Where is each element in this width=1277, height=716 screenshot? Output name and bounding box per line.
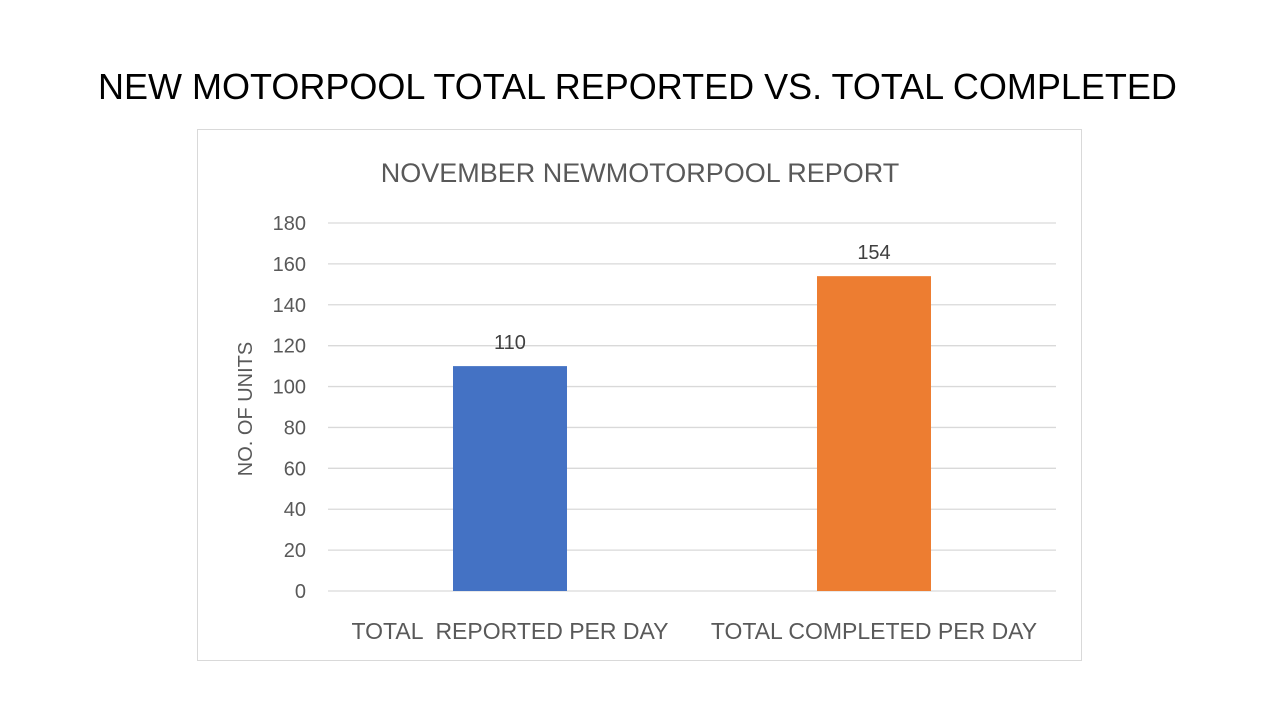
data-label: 110 xyxy=(494,332,526,354)
gridlines xyxy=(328,222,1056,592)
y-tick-label: 60 xyxy=(284,458,306,480)
y-tick-label: 160 xyxy=(273,254,306,276)
bar-chart: NOVEMBER NEWMOTORPOOL REPORT 0 20 40 60 80 10… xyxy=(235,158,1056,644)
y-tick-label: 80 xyxy=(284,417,306,439)
y-tick-label: 120 xyxy=(273,336,306,358)
y-tick-label: 180 xyxy=(273,213,306,235)
chart-title: NOVEMBER NEWMOTORPOOL REPORT xyxy=(381,158,900,188)
y-axis-tick-labels: 0 20 40 60 80 100 120 140 160 180 xyxy=(273,213,306,603)
slide-title: NEW MOTORPOOL TOTAL REPORTED VS. TOTAL C… xyxy=(98,66,1177,107)
y-tick-label: 100 xyxy=(273,377,306,399)
y-tick-label: 20 xyxy=(284,540,306,562)
y-axis-title: NO. OF UNITS xyxy=(235,342,257,476)
chart-container: NOVEMBER NEWMOTORPOOL REPORT 0 20 40 60 80 10… xyxy=(197,129,1082,661)
bar-total-completed xyxy=(817,276,931,591)
x-category-label: TOTAL COMPLETED PER DAY xyxy=(711,618,1037,644)
y-tick-label: 40 xyxy=(284,499,306,521)
data-label: 154 xyxy=(857,242,890,264)
x-axis-category-labels: TOTAL REPORTED PER DAY TOTAL COMPLETED PE… xyxy=(352,618,1038,644)
bars xyxy=(453,276,931,591)
bar-total-reported xyxy=(453,366,567,591)
y-tick-label: 140 xyxy=(273,295,306,317)
data-labels: 110 154 xyxy=(494,242,891,354)
x-category-label: TOTAL REPORTED PER DAY xyxy=(352,618,669,644)
y-tick-label: 0 xyxy=(295,581,306,603)
